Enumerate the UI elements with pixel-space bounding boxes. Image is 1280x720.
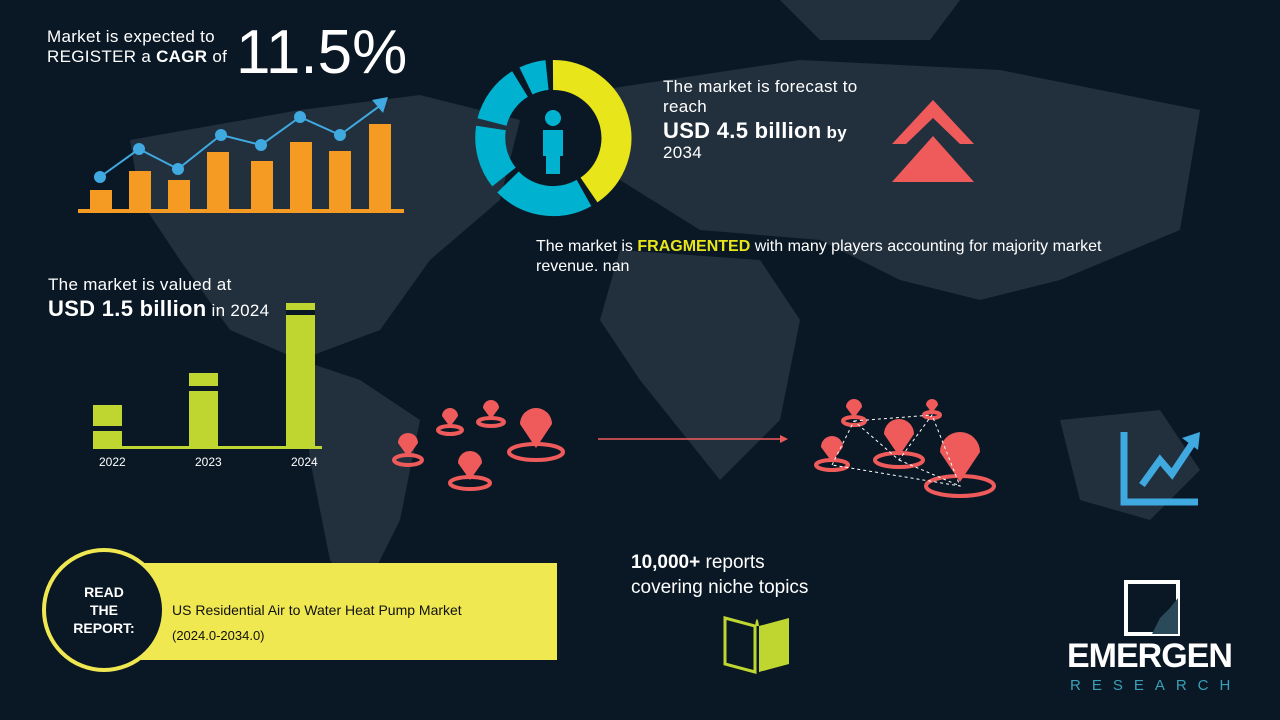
forecast-year: 2034 (663, 143, 703, 162)
reports-count: 10,000+ (631, 552, 701, 573)
bar (290, 142, 312, 210)
reports-post: reports (700, 552, 765, 573)
bar (129, 171, 151, 210)
cagr-value: 11.5% (236, 18, 408, 87)
reports-line2: covering niche topics (631, 577, 809, 598)
valued-value-line: USD 1.5 billion in 2024 (48, 296, 270, 321)
fragmented-pre: The market is (536, 238, 638, 255)
logo-name: EMERGEN (1067, 637, 1233, 675)
bar (329, 151, 351, 210)
bar (90, 190, 112, 210)
year-label: 2022 (99, 455, 126, 469)
reports-text: 10,000+ reports covering niche topics (631, 550, 808, 600)
report-period: (2024.0-2034.0) (172, 628, 265, 643)
forecast-value: USD 4.5 billion (663, 118, 822, 143)
forecast-text: The market is forecast to reach USD 4.5 … (663, 77, 858, 163)
bar (251, 161, 273, 210)
cagr-bold: CAGR (156, 47, 208, 66)
trend-up-icon (1120, 432, 1200, 506)
valued-value: USD 1.5 billion (48, 296, 207, 321)
logo-mark (1124, 580, 1180, 636)
fragmented-line1: The market is FRAGMENTED with many playe… (536, 237, 1102, 257)
logo-sub: RESEARCH (1070, 677, 1242, 694)
forecast-line2: reach (663, 97, 708, 116)
baseline (78, 209, 404, 213)
valued-text: The market is valued at USD 1.5 billion … (48, 275, 269, 321)
badge-line: REPORT: (73, 620, 135, 636)
cagr-line1: Market is expected to (47, 27, 215, 46)
year-label: 2024 (291, 455, 318, 469)
fragmented-post: with many players accounting for majorit… (750, 238, 1102, 255)
badge-line: THE (90, 602, 118, 618)
location-pins-network-icon (392, 399, 996, 498)
forecast-by: by (821, 123, 847, 142)
bar (168, 180, 190, 210)
valued-line1: The market is valued at (48, 275, 232, 294)
growth-chart-icon (78, 97, 404, 213)
book-icon (723, 616, 789, 674)
chevron-up-icon (892, 100, 974, 182)
fragmented-highlight: FRAGMENTED (637, 238, 751, 255)
valued-post: in 2024 (206, 301, 270, 320)
forecast-value-line: USD 4.5 billion by (663, 118, 858, 143)
bar (207, 152, 229, 210)
bar-2023 (189, 373, 218, 448)
cagr-text: Market is expected to REGISTER a CAGR of (47, 27, 227, 67)
cagr-pre: REGISTER a (47, 47, 157, 66)
year-label: 2023 (195, 455, 222, 469)
report-banner[interactable]: US Residential Air to Water Heat Pump Ma… (120, 563, 557, 660)
value-bar-chart (93, 303, 322, 449)
badge-line: READ (84, 584, 124, 600)
donut-person-icon (475, 59, 632, 217)
fragmented-line2: revenue. nan (536, 258, 630, 275)
cagr-post: of (207, 47, 228, 66)
cagr-line2: REGISTER a CAGR of (47, 47, 227, 67)
report-title[interactable]: US Residential Air to Water Heat Pump Ma… (172, 602, 462, 618)
bar-2024 (286, 303, 315, 448)
bar (369, 124, 391, 210)
reports-line1: 10,000+ reports (631, 550, 808, 575)
forecast-line1: The market is forecast to (663, 77, 858, 96)
read-report-badge[interactable]: READ THE REPORT: (42, 548, 166, 672)
fragmented-text: The market is FRAGMENTED with many playe… (536, 237, 1102, 277)
